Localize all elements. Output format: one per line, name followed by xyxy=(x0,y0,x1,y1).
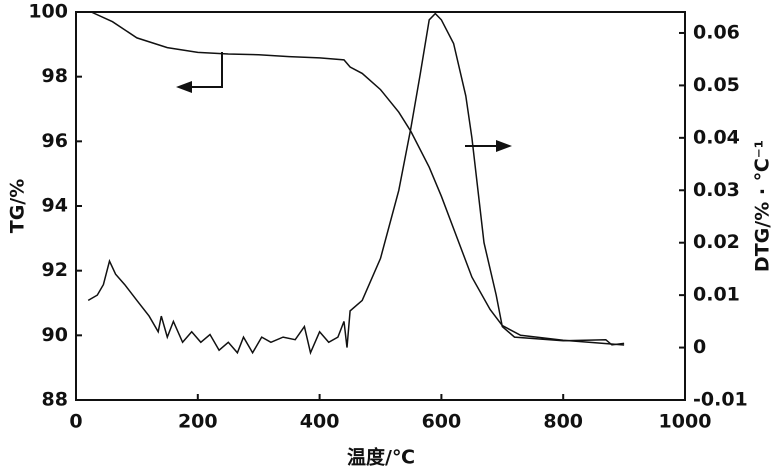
dtg-arrowhead xyxy=(496,140,512,152)
x-axis-label: 温度/℃ xyxy=(347,446,415,469)
y2-tick-label: 0.03 xyxy=(693,179,740,201)
tg-arrowhead xyxy=(176,81,192,93)
series-line xyxy=(90,11,625,346)
x-tick-label: 400 xyxy=(300,411,340,433)
y2-axis-label: DTG/% · ℃⁻¹ xyxy=(752,140,774,272)
x-tick-label: 800 xyxy=(543,411,583,433)
y2-tick-label: -0.01 xyxy=(693,389,748,411)
y-tick-label: 100 xyxy=(28,1,68,23)
tg-pointer xyxy=(182,52,223,88)
x-tick-label: 1000 xyxy=(659,411,712,433)
y-tick-label: 90 xyxy=(42,324,68,346)
y2-tick-label: 0.05 xyxy=(693,74,740,96)
y2-tick-label: 0.01 xyxy=(693,284,740,306)
y-tick-label: 96 xyxy=(42,130,68,152)
x-tick-label: 0 xyxy=(69,411,82,433)
y-tick-label: 94 xyxy=(42,195,68,217)
plot-frame xyxy=(75,11,686,401)
y-tick-label: 88 xyxy=(42,389,68,411)
y-tick-label: 98 xyxy=(42,65,68,87)
series-line xyxy=(87,12,625,356)
x-tick-label: 600 xyxy=(422,411,462,433)
y2-tick-label: 0 xyxy=(693,336,706,358)
y2-tick-label: 0.02 xyxy=(693,231,740,253)
y2-tick-label: 0.04 xyxy=(693,126,740,148)
y2-tick-label: 0.06 xyxy=(693,21,740,43)
y-axis-label: TG/% xyxy=(7,179,29,234)
y-tick-label: 92 xyxy=(42,259,68,281)
x-tick-label: 200 xyxy=(178,411,218,433)
